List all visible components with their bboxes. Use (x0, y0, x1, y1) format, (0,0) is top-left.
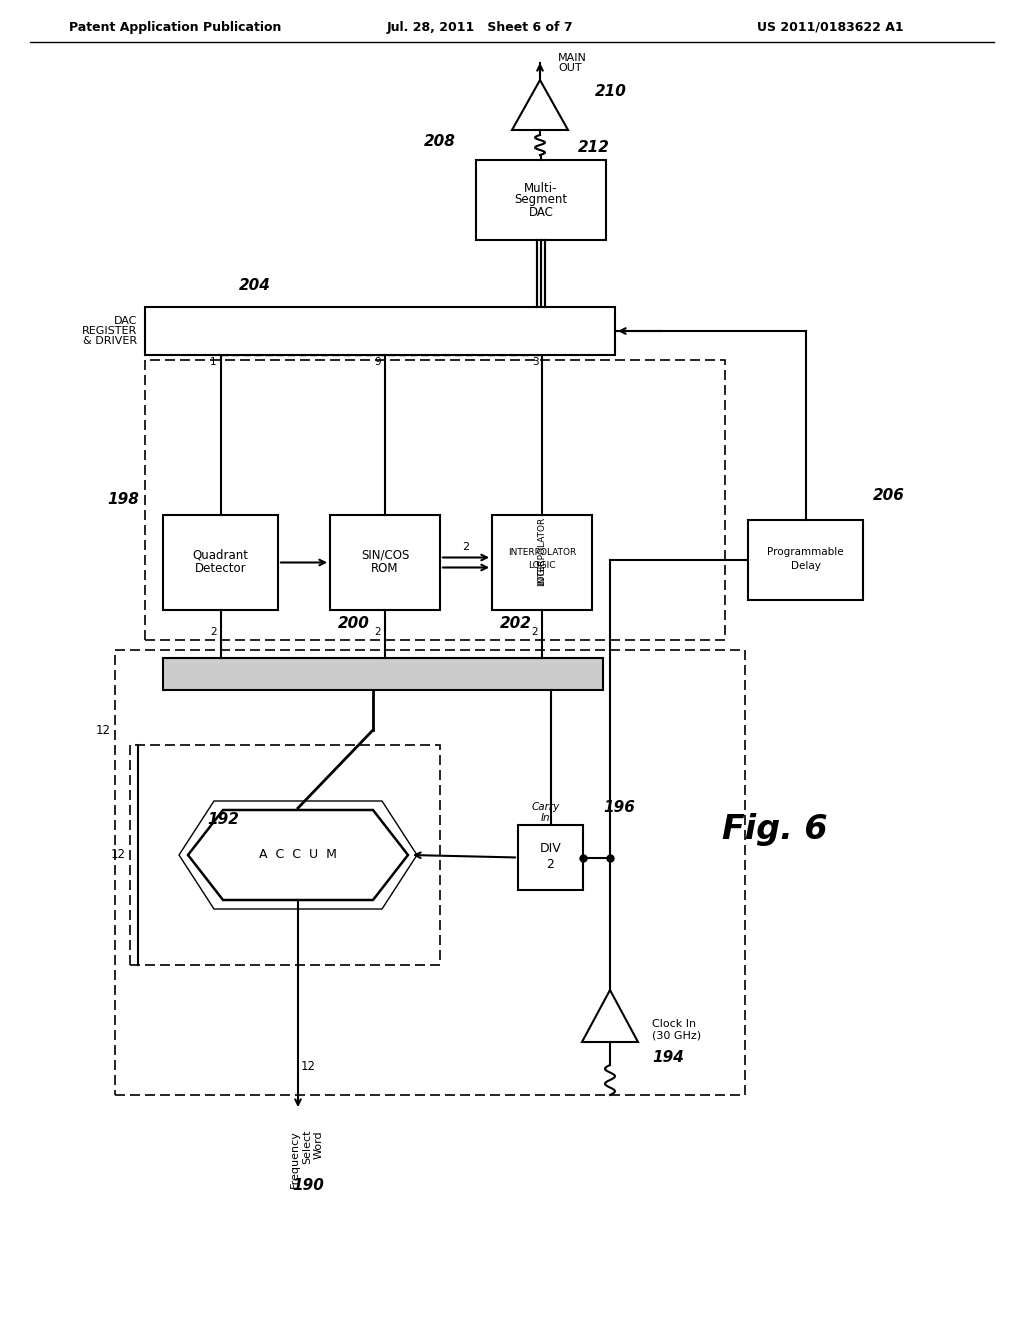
Text: INTERPOLATOR: INTERPOLATOR (508, 548, 577, 557)
Text: 190: 190 (292, 1177, 324, 1192)
Text: Carry: Carry (531, 803, 560, 812)
Bar (518, 825, 583, 890)
Text: 196: 196 (603, 800, 635, 814)
Text: LOGIC: LOGIC (538, 558, 547, 586)
Bar (163, 515, 278, 610)
Text: Word: Word (314, 1130, 324, 1159)
Text: 12: 12 (300, 1060, 315, 1073)
Text: DAC: DAC (528, 206, 553, 219)
Text: DAC: DAC (114, 315, 137, 326)
Text: 198: 198 (108, 492, 139, 507)
Text: 202: 202 (500, 616, 531, 631)
Text: Select: Select (302, 1130, 312, 1164)
Text: Frequency: Frequency (290, 1130, 300, 1188)
Bar (748, 520, 863, 601)
Text: 2: 2 (210, 627, 217, 638)
Text: 194: 194 (652, 1051, 684, 1065)
Text: REGISTER: REGISTER (82, 326, 137, 337)
Text: 200: 200 (338, 616, 370, 631)
Text: & DRIVER: & DRIVER (83, 337, 137, 346)
Text: 2: 2 (463, 541, 470, 552)
Text: 2: 2 (531, 627, 539, 638)
Text: DIV: DIV (540, 842, 561, 855)
Text: Delay: Delay (791, 561, 820, 572)
Text: Fig. 6: Fig. 6 (722, 813, 827, 846)
Text: ROM: ROM (372, 562, 398, 576)
Text: MAIN: MAIN (558, 53, 587, 63)
Text: US 2011/0183622 A1: US 2011/0183622 A1 (757, 21, 903, 33)
Bar (145, 308, 615, 355)
Text: Quadrant: Quadrant (193, 548, 249, 561)
Text: INTERPOLATOR: INTERPOLATOR (538, 516, 547, 585)
Text: In: In (541, 813, 550, 822)
Text: Multi-: Multi- (524, 181, 558, 194)
Bar (130, 744, 440, 965)
Bar (145, 360, 725, 640)
Text: Jul. 28, 2011   Sheet 6 of 7: Jul. 28, 2011 Sheet 6 of 7 (387, 21, 573, 33)
Text: Clock In: Clock In (652, 1019, 696, 1030)
Text: 12: 12 (111, 849, 126, 862)
Text: A  C  C  U  M: A C C U M (259, 849, 337, 862)
Text: 210: 210 (595, 84, 627, 99)
Text: 3: 3 (531, 356, 539, 367)
Text: 1: 1 (210, 356, 217, 367)
Text: 2: 2 (547, 858, 554, 871)
Text: SIN/COS: SIN/COS (360, 548, 410, 561)
Bar (492, 515, 592, 610)
Text: 2: 2 (375, 627, 381, 638)
Bar (163, 657, 603, 690)
Text: 212: 212 (578, 140, 610, 156)
Bar (476, 160, 606, 240)
Text: 192: 192 (207, 813, 239, 828)
Text: 12: 12 (95, 723, 111, 737)
Text: Segment: Segment (514, 194, 567, 206)
Text: 9: 9 (375, 356, 381, 367)
Text: 204: 204 (239, 277, 271, 293)
Bar (330, 515, 440, 610)
Text: Detector: Detector (195, 562, 247, 576)
Text: 206: 206 (873, 487, 905, 503)
Text: LOGIC: LOGIC (528, 561, 556, 570)
Text: (30 GHz): (30 GHz) (652, 1031, 701, 1041)
Text: 208: 208 (424, 135, 456, 149)
Text: OUT: OUT (558, 63, 582, 73)
Text: Programmable: Programmable (767, 546, 844, 557)
Bar (115, 649, 745, 1096)
Text: Patent Application Publication: Patent Application Publication (69, 21, 282, 33)
